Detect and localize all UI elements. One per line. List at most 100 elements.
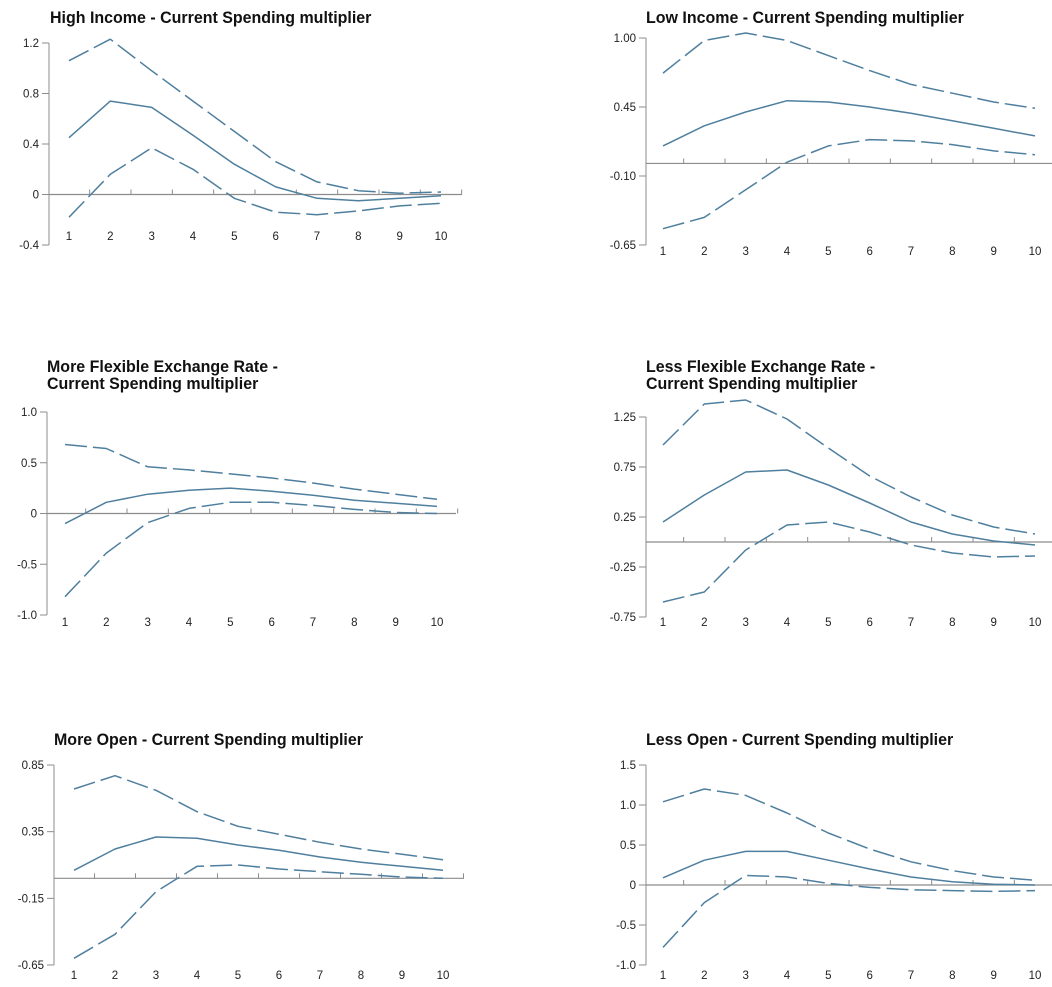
x-tick-label: 1 <box>66 231 72 243</box>
x-tick-label: 5 <box>227 617 233 629</box>
y-tick-label: 1.00 <box>614 33 636 45</box>
y-tick-label: 0.85 <box>22 760 44 772</box>
y-tick-label: 1.2 <box>23 38 39 50</box>
y-tick-label: 1.5 <box>620 760 636 772</box>
x-tick-label: 9 <box>990 246 996 258</box>
x-tick-label: 1 <box>71 970 77 982</box>
chart-panel-more-flexible-exchange-rate: More Flexible Exchange Rate - Current Sp… <box>0 345 520 635</box>
multiplier-line <box>64 487 438 525</box>
x-tick-label: 4 <box>784 617 791 629</box>
y-tick-label: 0.75 <box>614 462 636 474</box>
x-tick-label: 9 <box>392 617 398 629</box>
chart-plot: 0.85 0.35 -0.15 -0.65 1 2 3 4 5 6 7 8 9 10 <box>18 760 464 982</box>
y-tick-label: 0.45 <box>614 102 636 114</box>
y-tick-label: -0.65 <box>18 960 44 972</box>
x-tick-label: 10 <box>1029 970 1042 982</box>
x-tick-label: 2 <box>701 246 707 258</box>
x-tick-label: 10 <box>431 617 444 629</box>
chart-title: Less Open - Current Spending multiplier <box>646 730 954 749</box>
chart-plot: 1.25 0.75 0.25 -0.25 -0.75 1 2 3 4 5 6 7 8 9 10 <box>610 399 1052 629</box>
x-tick-label: 10 <box>435 231 448 243</box>
x-tick-label: 6 <box>866 970 872 982</box>
x-tick-label: 9 <box>990 970 996 982</box>
confidence-band-line <box>73 864 444 959</box>
chart-panel-high-income: High Income - Current Spending multiplie… <box>0 0 520 280</box>
x-tick-label: 6 <box>272 231 278 243</box>
x-tick-label: 10 <box>1029 246 1042 258</box>
y-tick-label: -0.75 <box>610 612 636 624</box>
x-tick-label: 3 <box>148 231 154 243</box>
multiplier-line <box>662 99 1036 147</box>
y-tick-label: -0.5 <box>616 920 636 932</box>
x-tick-label: 4 <box>784 970 791 982</box>
x-tick-label: 4 <box>190 231 197 243</box>
chart-plot: 1.2 0.8 0.4 0 -0.4 1 2 3 4 5 6 7 8 9 10 <box>19 38 463 252</box>
x-tick-label: 8 <box>358 970 364 982</box>
chart-plot: 1.0 0.5 0 -0.5 -1.0 1 2 3 4 5 6 7 8 9 10 <box>17 407 459 629</box>
x-tick-label: 9 <box>990 617 996 629</box>
x-tick-label: 2 <box>107 231 113 243</box>
y-tick-label: 0.5 <box>620 840 636 852</box>
y-tick-label: 0.4 <box>23 139 40 151</box>
chart-panel-less-flexible-exchange-rate: Less Flexible Exchange Rate - Current Sp… <box>530 345 1052 635</box>
confidence-band-line <box>662 399 1036 535</box>
confidence-band-line <box>68 147 442 218</box>
x-tick-label: 8 <box>949 970 955 982</box>
x-tick-label: 2 <box>701 617 707 629</box>
x-tick-label: 7 <box>908 970 914 982</box>
chart-title: Less Flexible Exchange Rate - Current Sp… <box>646 357 876 393</box>
confidence-band-line <box>662 138 1036 230</box>
y-tick-label: 0.5 <box>21 458 37 470</box>
x-tick-label: 3 <box>742 970 748 982</box>
chart-title: Low Income - Current Spending multiplier <box>646 8 964 27</box>
chart-plot: 1.5 1.0 0.5 0 -0.5 -1.0 1 2 3 4 5 6 7 8 9 10 <box>616 760 1052 982</box>
confidence-band-line <box>64 443 438 501</box>
confidence-band-line <box>662 32 1036 110</box>
x-tick-label: 6 <box>268 617 274 629</box>
x-tick-label: 2 <box>701 970 707 982</box>
x-tick-label: 1 <box>660 970 666 982</box>
y-tick-label: 0.8 <box>23 89 39 101</box>
x-tick-label: 2 <box>103 617 109 629</box>
chart-plot: 1.00 0.45 -0.10 -0.65 1 2 3 4 5 6 7 8 9 10 <box>610 32 1052 258</box>
chart-title: High Income - Current Spending multiplie… <box>50 8 372 27</box>
confidence-band-line <box>68 38 442 194</box>
x-tick-label: 5 <box>825 970 831 982</box>
x-tick-label: 9 <box>399 970 405 982</box>
y-tick-label: 0 <box>33 190 39 202</box>
y-tick-label: -1.0 <box>616 960 636 972</box>
multiplier-line <box>662 469 1036 546</box>
confidence-band-line <box>73 774 444 861</box>
x-tick-label: 7 <box>314 231 320 243</box>
x-tick-label: 8 <box>949 617 955 629</box>
x-tick-label: 1 <box>660 617 666 629</box>
y-tick-label: -1.0 <box>17 610 37 622</box>
y-tick-label: -0.25 <box>610 562 636 574</box>
x-tick-label: 5 <box>825 246 831 258</box>
x-tick-label: 4 <box>784 246 791 258</box>
confidence-band-line <box>662 788 1036 881</box>
y-tick-label: 0 <box>630 880 636 892</box>
x-tick-label: 6 <box>866 617 872 629</box>
multiplier-line <box>662 850 1036 886</box>
chart-panel-low-income: Low Income - Current Spending multiplier… <box>530 0 1052 280</box>
x-tick-label: 5 <box>231 231 237 243</box>
x-tick-label: 4 <box>194 970 201 982</box>
x-tick-label: 6 <box>866 246 872 258</box>
x-tick-label: 10 <box>1029 617 1042 629</box>
chart-panel-less-open: Less Open - Current Spending multiplier … <box>530 720 1052 987</box>
chart-title: More Flexible Exchange Rate - Current Sp… <box>47 357 278 393</box>
x-tick-label: 8 <box>949 246 955 258</box>
x-tick-label: 8 <box>355 231 361 243</box>
y-tick-label: 1.0 <box>21 407 37 419</box>
y-tick-label: 1.0 <box>620 800 636 812</box>
x-tick-label: 4 <box>186 617 193 629</box>
x-tick-label: 8 <box>351 617 357 629</box>
x-tick-label: 3 <box>144 617 150 629</box>
y-tick-label: 1.25 <box>614 412 636 424</box>
chart-title: More Open - Current Spending multiplier <box>54 730 363 749</box>
y-tick-label: -0.4 <box>19 240 39 252</box>
y-tick-label: 0 <box>31 509 37 521</box>
multiplier-line <box>68 100 442 202</box>
confidence-band-line <box>662 874 1036 948</box>
